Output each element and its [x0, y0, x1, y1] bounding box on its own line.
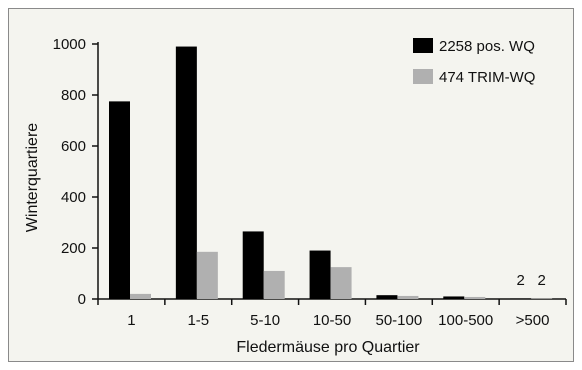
bar-trim-wq: [196, 251, 218, 299]
bar-pos-wq: [376, 295, 398, 299]
x-tick-label: >500: [516, 312, 550, 329]
bar-pos-wq: [510, 298, 532, 299]
x-tick-label: 50-100: [375, 312, 422, 329]
bar-trim-wq: [330, 267, 352, 299]
x-tick-label: 10-50: [313, 312, 351, 329]
bar-trim-wq: [531, 298, 553, 299]
bar-pos-wq: [109, 101, 130, 299]
chart-legend: 2258 pos. WQ 474 TRIM-WQ: [413, 38, 535, 86]
chart-bars: [109, 46, 553, 299]
data-label: 2: [537, 272, 545, 289]
legend-swatch: [413, 69, 433, 84]
x-axis-title: Fledermäuse pro Quartier: [236, 339, 420, 356]
x-tick-label: 100-500: [438, 312, 493, 329]
legend-label: 2258 pos. WQ: [439, 38, 535, 55]
bar-trim-wq: [130, 293, 151, 299]
data-label: 2: [516, 272, 524, 289]
legend-swatch: [413, 38, 433, 53]
bar-pos-wq: [242, 231, 264, 299]
x-tick-label: 1-5: [187, 312, 209, 329]
bar-pos-wq: [175, 46, 197, 299]
y-tick-label: 0: [78, 291, 86, 308]
x-tick-label: 1: [127, 312, 135, 329]
chart-axes: 0 200 400 600 800 1000 1 1-5 5-10 10-50 50-100 100-…: [24, 36, 567, 356]
bar-trim-wq: [397, 295, 419, 299]
x-tick-label: 5-10: [250, 312, 280, 329]
bar-trim-wq: [263, 270, 285, 299]
y-tick-label: 600: [61, 138, 86, 155]
legend-label: 474 TRIM-WQ: [439, 69, 535, 86]
y-axis-title: Winterquartiere: [24, 123, 41, 232]
bar-pos-wq: [309, 250, 331, 299]
y-tick-label: 800: [61, 87, 86, 104]
bar-pos-wq: [443, 296, 465, 299]
chart-frame: [8, 8, 574, 362]
y-tick-label: 200: [61, 240, 86, 257]
y-tick-label: 400: [61, 189, 86, 206]
y-tick-label: 1000: [53, 36, 86, 53]
bar-trim-wq: [464, 296, 486, 299]
